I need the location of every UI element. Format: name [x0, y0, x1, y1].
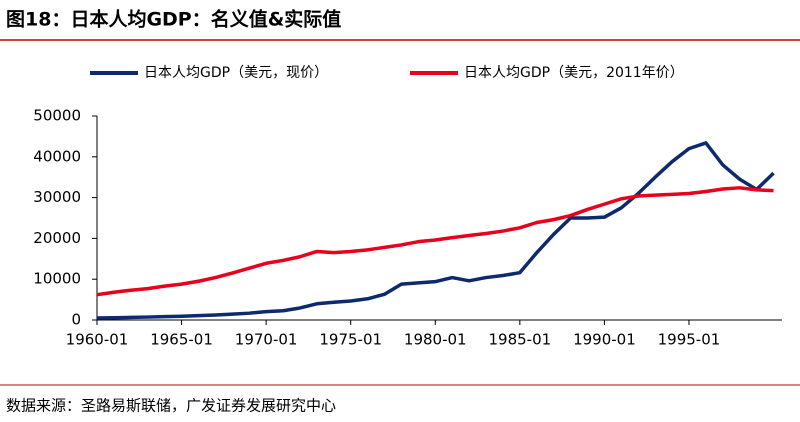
source-note: 数据来源：圣路易斯联储，广发证券发展研究中心	[6, 397, 336, 415]
x-tick-label: 1980-01	[404, 331, 467, 349]
x-tick-label: 1970-01	[235, 331, 298, 349]
legend-label: 日本人均GDP（美元，现价）	[144, 65, 328, 81]
x-tick-label: 1995-01	[658, 331, 721, 349]
legend-label: 日本人均GDP（美元，2011年价）	[464, 65, 684, 81]
x-tick-label: 1990-01	[573, 331, 636, 349]
series-line	[96, 141, 775, 320]
y-tick-label: 0	[71, 311, 81, 329]
y-tick-label: 10000	[33, 270, 81, 288]
x-tick-label: 1985-01	[488, 331, 551, 349]
y-tick-label: 50000	[33, 107, 81, 125]
x-tick-label: 1965-01	[150, 331, 213, 349]
chart-title: 图18：日本人均GDP：名义值&实际值	[6, 8, 341, 31]
y-tick-label: 20000	[33, 229, 81, 247]
series-line	[96, 186, 774, 297]
x-tick-label: 1975-01	[319, 331, 382, 349]
x-tick-label: 1960-01	[66, 331, 129, 349]
y-tick-label: 40000	[33, 147, 81, 165]
y-tick-label: 30000	[33, 188, 81, 206]
